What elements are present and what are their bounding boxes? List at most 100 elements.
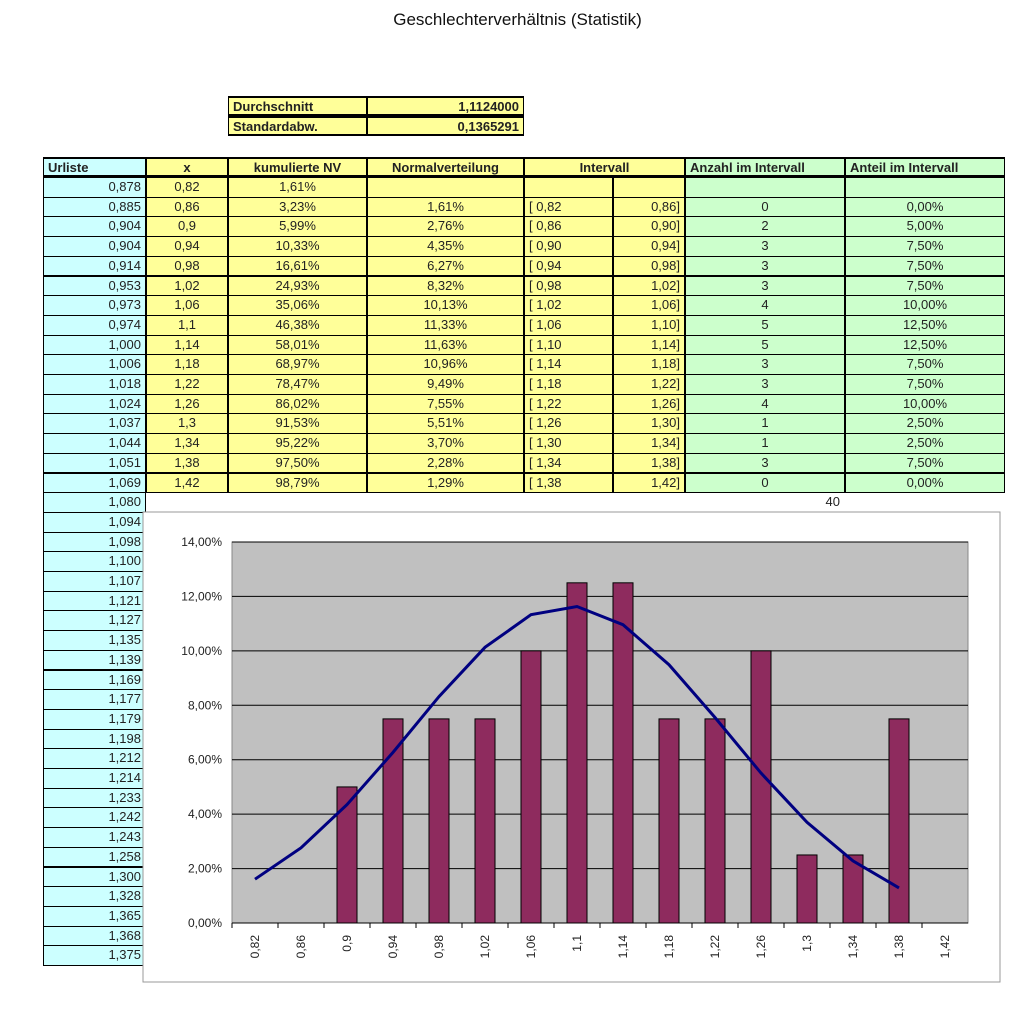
table-cell: 3	[685, 374, 845, 395]
table-cell	[524, 177, 613, 198]
bar	[474, 718, 496, 924]
table-cell	[367, 177, 524, 198]
x-tick-label: 1,18	[662, 935, 676, 959]
urliste-cell: 1,024	[43, 393, 146, 415]
table-cell: 1,02]	[613, 275, 685, 297]
table-cell: 11,33%	[367, 314, 524, 336]
table-cell: 7,50%	[845, 275, 1005, 297]
table-cell: 1,22]	[613, 374, 685, 395]
table-cell: 7,50%	[845, 374, 1005, 395]
urliste-cell: 1,069	[43, 472, 146, 494]
urliste-cell: 1,127	[43, 610, 146, 632]
x-tick-label: 0,9	[340, 935, 354, 952]
table-cell: 98,79%	[228, 472, 367, 494]
table-cell: 6,27%	[367, 255, 524, 277]
bar	[382, 718, 404, 924]
bar	[658, 718, 680, 924]
table-cell: [ 1,34	[524, 452, 613, 474]
table-cell: 0,86]	[613, 196, 685, 218]
urliste-cell: 1,300	[43, 866, 146, 888]
plot-area	[231, 541, 969, 924]
urliste-cell: 1,044	[43, 433, 146, 454]
table-cell: [ 0,82	[524, 196, 613, 218]
table-cell: [ 1,38	[524, 472, 613, 494]
y-tick-label: 12,00%	[181, 589, 222, 603]
table-cell: 1,26]	[613, 393, 685, 415]
urliste-cell: 1,177	[43, 689, 146, 710]
table-cell: 1,42]	[613, 472, 685, 494]
urliste-cell: 1,094	[43, 511, 146, 533]
table-cell: [ 1,30	[524, 433, 613, 454]
urliste-cell: 0,904	[43, 236, 146, 257]
x-tick-label: 1,14	[616, 935, 630, 959]
y-tick-label: 6,00%	[188, 753, 222, 767]
table-cell: 5,51%	[367, 413, 524, 435]
table-cell: 10,00%	[845, 295, 1005, 316]
table-cell: 5	[685, 334, 845, 356]
summary-label: Standardabw.	[228, 116, 367, 136]
table-cell: 7,50%	[845, 452, 1005, 474]
column-header: Intervall	[524, 157, 685, 177]
urliste-cell: 1,098	[43, 531, 146, 553]
column-header: x	[146, 157, 228, 177]
table-cell: [ 1,14	[524, 354, 613, 375]
table-cell: [ 1,10	[524, 334, 613, 356]
x-tick-label: 1,26	[754, 935, 768, 959]
x-tick-label: 1,22	[708, 935, 722, 959]
y-tick-label: 14,00%	[181, 535, 222, 549]
table-cell	[685, 177, 845, 198]
table-cell: 10,33%	[228, 236, 367, 257]
table-cell: 11,63%	[367, 334, 524, 356]
urliste-cell: 1,051	[43, 452, 146, 474]
bar	[750, 650, 772, 924]
table-cell: 7,50%	[845, 354, 1005, 375]
table-cell: 1,34]	[613, 433, 685, 454]
total-count: 40	[825, 494, 840, 509]
urliste-cell: 1,000	[43, 334, 146, 356]
table-cell: 4	[685, 393, 845, 415]
table-cell: 1,61%	[228, 177, 367, 198]
table-cell	[613, 177, 685, 198]
table-cell: 0,86	[146, 196, 228, 218]
table-cell: 4,35%	[367, 236, 524, 257]
urliste-cell: 1,198	[43, 728, 146, 750]
table-cell: [ 1,06	[524, 314, 613, 336]
x-tick-label: 0,98	[432, 935, 446, 959]
table-cell: 5,00%	[845, 216, 1005, 238]
table-cell: 1,14]	[613, 334, 685, 356]
urliste-cell: 1,365	[43, 905, 146, 927]
urliste-cell: 1,258	[43, 846, 146, 868]
table-cell: 1,14	[146, 334, 228, 356]
table-cell: 0,9	[146, 216, 228, 238]
column-header: Normalverteilung	[367, 157, 524, 177]
table-cell: 3	[685, 452, 845, 474]
x-tick-label: 0,86	[294, 935, 308, 959]
table-cell: 5	[685, 314, 845, 336]
table-cell: 1,30]	[613, 413, 685, 435]
table-cell	[845, 177, 1005, 198]
table-cell: 12,50%	[845, 314, 1005, 336]
x-tick-label: 1,1	[570, 935, 584, 952]
table-cell: 3	[685, 255, 845, 277]
table-cell: 2,50%	[845, 413, 1005, 435]
table-cell: 1,34	[146, 433, 228, 454]
urliste-cell: 1,100	[43, 551, 146, 572]
y-tick-label: 2,00%	[188, 862, 222, 876]
table-cell: 58,01%	[228, 334, 367, 356]
urliste-cell: 1,233	[43, 787, 146, 809]
table-cell: [ 1,22	[524, 393, 613, 415]
urliste-cell: 1,214	[43, 768, 146, 789]
table-cell: 1,10]	[613, 314, 685, 336]
table-cell: [ 1,18	[524, 374, 613, 395]
table-cell: [ 1,02	[524, 295, 613, 316]
table-cell: 1,1	[146, 314, 228, 336]
table-cell: 10,96%	[367, 354, 524, 375]
page-title: Geschlechterverhältnis (Statistik)	[393, 10, 642, 29]
table-cell: 95,22%	[228, 433, 367, 454]
table-cell: 2	[685, 216, 845, 238]
bar	[796, 854, 818, 924]
table-cell: 5,99%	[228, 216, 367, 238]
x-tick-label: 1,06	[524, 935, 538, 959]
table-cell: 1,38]	[613, 452, 685, 474]
